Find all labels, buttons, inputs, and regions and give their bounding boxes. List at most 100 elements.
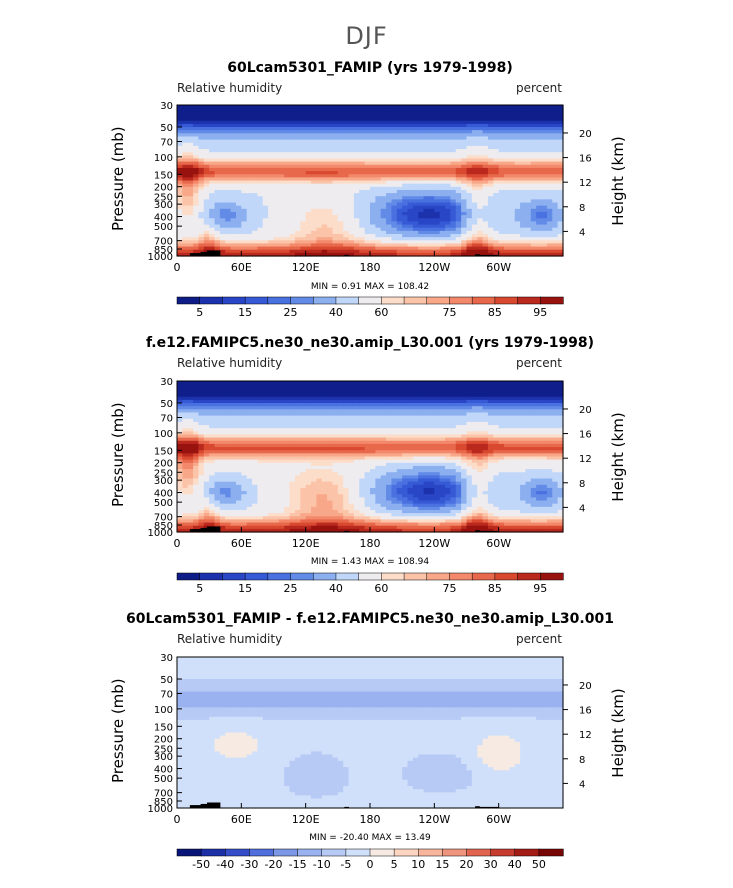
heatmap-cell (187, 384, 194, 388)
heatmap-cell (241, 158, 248, 163)
heatmap-cell (278, 218, 285, 222)
heatmap-cell (182, 161, 189, 166)
heatmap-cell (466, 218, 473, 222)
panel-title: 60Lcam5301_FAMIP - f.e12.FAMIPC5.ne30_ne… (126, 611, 614, 627)
heatmap-cell (187, 145, 194, 150)
minmax-label: MIN = -20.40 MAX = 13.49 (309, 833, 431, 843)
heatmap-cell (359, 183, 366, 188)
heatmap-cell (407, 196, 414, 200)
heatmap-cell (482, 237, 489, 241)
heatmap-cell (493, 240, 500, 245)
heatmap-cell (423, 237, 430, 241)
heatmap-cell (289, 161, 296, 166)
heatmap-cell (278, 183, 285, 188)
heatmap-cell (402, 202, 409, 207)
heatmap-cell (252, 516, 259, 521)
heatmap-cell (268, 487, 275, 492)
heatmap-cell (273, 459, 280, 464)
heatmap-cell (536, 155, 543, 160)
heatmap-cell (541, 136, 548, 141)
heatmap-cell (193, 497, 200, 502)
heatmap-cell (337, 218, 344, 222)
heatmap-cell (289, 415, 296, 420)
heatmap-cell (557, 252, 564, 257)
heatmap-cell (219, 522, 226, 527)
heatmap-cell (193, 123, 200, 128)
heatmap-cell (198, 249, 205, 254)
heatmap-cell (182, 237, 189, 241)
heatmap-cell (187, 180, 194, 185)
heatmap-cell (498, 249, 505, 254)
heatmap-cell (203, 399, 210, 404)
heatmap-cell (514, 108, 521, 112)
heatmap-cell (364, 158, 371, 163)
heatmap-cell (546, 145, 553, 150)
heatmap-cell (412, 120, 419, 125)
heatmap-cell (343, 224, 350, 229)
heatmap-cell (343, 177, 350, 182)
heatmap-cell (230, 189, 237, 194)
heatmap-cell (348, 246, 355, 251)
heatmap-cell (273, 127, 280, 131)
heatmap-cell (552, 249, 559, 254)
heatmap-cell (445, 240, 452, 245)
heatmap-cell (536, 117, 543, 122)
heatmap-cell (471, 142, 478, 147)
heatmap-cell (471, 243, 478, 248)
heatmap-cell (235, 418, 242, 423)
heatmap-cell (289, 428, 296, 432)
heatmap-cell (536, 202, 543, 207)
heatmap-cell (407, 123, 414, 128)
heatmap-cell (219, 193, 226, 197)
heatmap-cell (402, 221, 409, 226)
heatmap-cell (520, 230, 527, 235)
heatmap-cell (230, 105, 237, 109)
heatmap-cell (316, 387, 323, 392)
heatmap-cell (316, 447, 323, 451)
heatmap-cell (450, 177, 457, 182)
heatmap-cell (407, 142, 414, 147)
heatmap-cell (525, 114, 532, 119)
heatmap-cell (396, 149, 403, 153)
heatmap-cell (268, 211, 275, 216)
heatmap-cell (257, 528, 264, 533)
heatmap-cell (177, 469, 183, 473)
heatmap-cell (182, 440, 189, 445)
heatmap-cell (423, 149, 430, 153)
heatmap-cell (396, 177, 403, 182)
heatmap-cell (396, 161, 403, 166)
topography-block (492, 254, 495, 256)
heatmap-cell (278, 164, 285, 169)
heatmap-cell (182, 227, 189, 232)
heatmap-cell (187, 491, 194, 495)
heatmap-cell (235, 390, 242, 395)
heatmap-cell (230, 149, 237, 153)
heatmap-cell (262, 105, 269, 109)
heatmap-cell (434, 158, 441, 163)
heatmap-cell (230, 440, 237, 445)
heatmap-cell (520, 196, 527, 200)
heatmap-cell (552, 189, 559, 194)
heatmap-cell (343, 227, 350, 232)
heatmap-cell (402, 205, 409, 210)
heatmap-cell (418, 211, 425, 216)
heatmap-cell (343, 158, 350, 163)
heatmap-cell (514, 221, 521, 226)
heatmap-cell (375, 249, 382, 254)
heatmap-cell (219, 494, 226, 498)
heatmap-cell (214, 421, 221, 426)
heatmap-cell (541, 105, 548, 109)
heatmap-cell (209, 384, 216, 388)
heatmap-cell (520, 130, 527, 134)
heatmap-cell (407, 193, 414, 197)
heatmap-cell (375, 211, 382, 216)
heatmap-cell (187, 387, 194, 392)
heatmap-cell (177, 428, 183, 432)
heatmap-cell (466, 142, 473, 147)
heatmap-cell (305, 171, 312, 175)
heatmap-cell (219, 487, 226, 492)
heatmap-cell (316, 227, 323, 232)
heatmap-cell (278, 167, 285, 172)
heatmap-cell (305, 149, 312, 153)
heatmap-cell (343, 105, 350, 109)
